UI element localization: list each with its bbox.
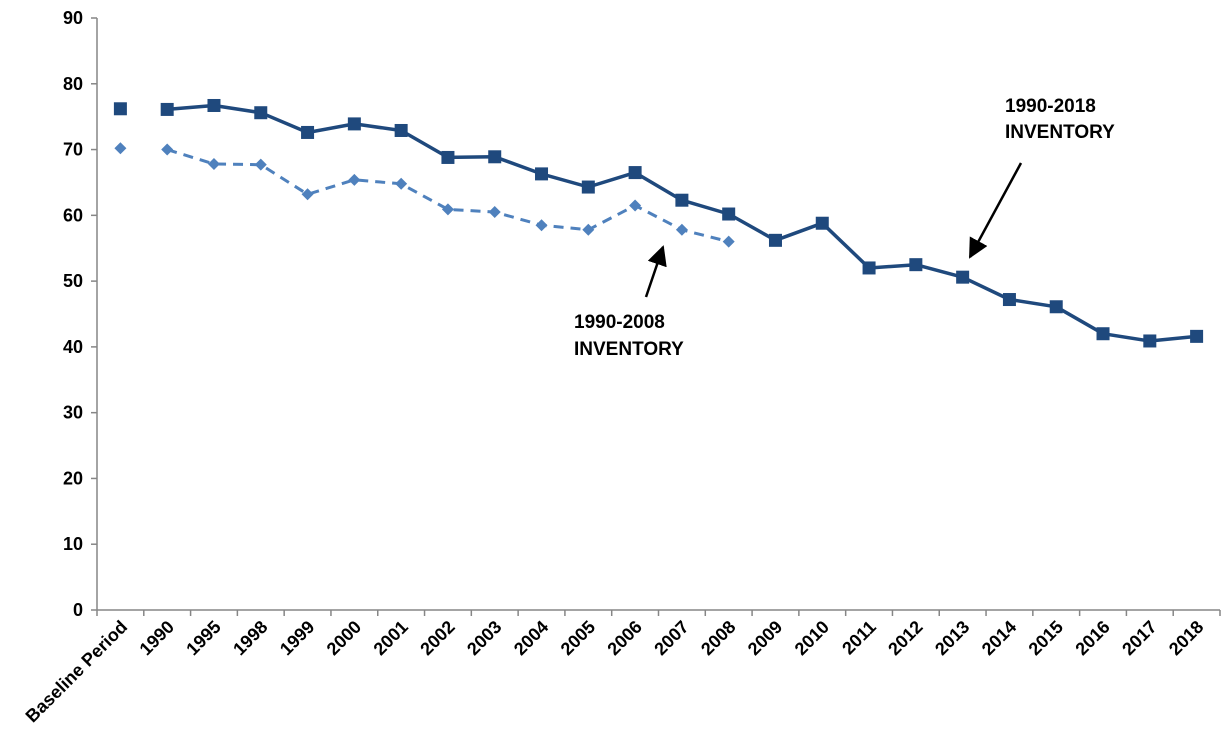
data-point-inv2008 [254,158,267,171]
x-tick-label: 2004 [510,617,552,659]
x-tick-label: 2011 [838,617,880,659]
annotation-inv2018: 1990-2018 INVENTORY [968,96,1115,259]
x-tick-label: 2002 [416,617,458,659]
x-tick-label: 2016 [1071,617,1113,659]
annotations: 1990-2018 INVENTORY 1990-2008 INVENTORY [574,96,1115,360]
x-tick-label: 2003 [463,617,505,659]
data-point-inv2008 [488,206,501,219]
annotation-arrow [644,245,667,298]
data-point-inv2018 [581,180,595,194]
y-tick-label: 20 [63,468,83,488]
x-tick-label: 1999 [276,617,318,659]
x-tick-label: 2012 [884,617,926,659]
y-tick-label: 40 [63,337,83,357]
data-point-inv2018 [441,150,455,164]
data-point-inv2018 [768,233,782,247]
data-point-inv2008 [722,235,735,248]
y-tick-label: 10 [63,534,83,554]
data-point-inv2008 [207,158,220,171]
x-tick-label: 2014 [978,617,1020,659]
plot-area [113,98,1204,348]
data-point-inv2008 [348,173,361,186]
x-tick-label: 2006 [603,617,645,659]
data-point-inv2018 [862,261,876,275]
x-tick-label: 2005 [557,617,599,659]
series-inv2008 [114,142,735,248]
data-point-inv2018 [488,150,502,164]
data-point-inv2018 [535,167,549,181]
annotation-label: INVENTORY [574,339,684,360]
data-point-inv2018 [956,270,970,284]
x-tick-label: 2013 [931,617,973,659]
data-point-inv2008 [114,142,127,155]
x-tick-label: 1995 [182,617,224,659]
data-point-inv2008 [441,203,454,216]
y-tick-label: 60 [63,205,83,225]
x-tick-label: Baseline Period [22,617,132,727]
x-tick-label: 2007 [650,617,692,659]
data-point-inv2008 [395,177,408,190]
x-tick-label: 2000 [323,617,365,659]
data-point-inv2018 [347,117,361,131]
data-point-inv2018 [207,98,221,112]
annotation-inv2008: 1990-2008 INVENTORY [574,245,684,360]
x-tick-label: 2018 [1165,617,1207,659]
y-tick-label: 0 [73,600,83,620]
y-tick-label: 90 [63,8,83,28]
data-point-inv2018 [1190,329,1204,343]
data-point-inv2018 [113,102,127,116]
y-tick-label: 80 [63,74,83,94]
data-point-inv2018 [628,166,642,180]
annotation-arrow [968,162,1023,259]
data-point-inv2008 [582,223,595,236]
x-tick-label: 2015 [1025,617,1067,659]
data-point-inv2018 [1002,293,1016,307]
data-point-inv2018 [675,193,689,207]
x-tick-label: 2017 [1118,617,1160,659]
data-point-inv2018 [254,106,268,120]
data-point-inv2008 [301,188,314,201]
data-point-inv2008 [629,199,642,212]
x-tick-label: 2009 [744,617,786,659]
data-point-inv2018 [909,258,923,272]
data-point-inv2008 [675,223,688,236]
data-point-inv2018 [394,123,408,137]
annotation-label: 1990-2018 [1005,96,1096,117]
data-point-inv2008 [161,143,174,156]
data-point-inv2018 [1049,300,1063,314]
y-tick-label: 70 [63,140,83,160]
data-point-inv2018 [301,125,315,139]
data-point-inv2018 [722,207,736,221]
data-point-inv2008 [535,219,548,232]
y-tick-label: 50 [63,271,83,291]
x-tick-label: 2008 [697,617,739,659]
x-tick-label: 1990 [136,617,178,659]
series-inv2018 [113,98,1204,348]
data-point-inv2018 [1096,327,1110,341]
data-point-inv2018 [815,216,829,230]
x-tick-label: 1998 [229,617,271,659]
x-tick-label: 2001 [370,617,412,659]
annotation-label: INVENTORY [1005,122,1115,143]
data-point-inv2018 [1143,334,1157,348]
x-tick-label: 2010 [791,617,833,659]
data-point-inv2018 [160,102,174,116]
annotation-label: 1990-2008 [574,312,665,333]
y-tick-label: 30 [63,403,83,423]
